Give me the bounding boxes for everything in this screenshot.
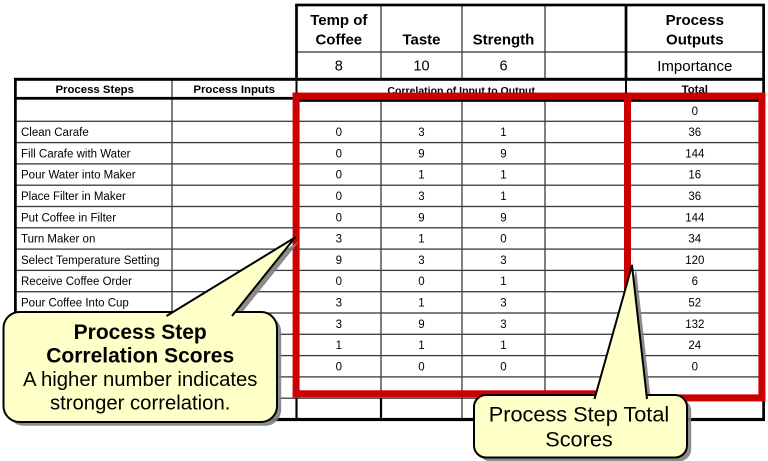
- svg-text:0: 0: [336, 212, 342, 224]
- svg-text:Process Step Total: Process Step Total: [489, 402, 669, 427]
- svg-text:3: 3: [500, 255, 506, 267]
- svg-text:Strength: Strength: [473, 32, 535, 49]
- svg-text:36: 36: [688, 127, 701, 139]
- svg-text:1: 1: [418, 170, 424, 182]
- svg-text:Scores: Scores: [545, 427, 613, 452]
- svg-text:stronger correlation.: stronger correlation.: [50, 393, 230, 415]
- svg-text:1: 1: [500, 127, 506, 139]
- svg-text:Process Inputs: Process Inputs: [193, 84, 275, 96]
- svg-text:Turn Maker on: Turn Maker on: [21, 234, 95, 246]
- svg-text:3: 3: [418, 127, 424, 139]
- svg-text:Pour Coffee Into Cup: Pour Coffee Into Cup: [21, 298, 129, 310]
- svg-text:Importance: Importance: [657, 58, 732, 75]
- svg-text:0: 0: [336, 276, 342, 288]
- svg-text:16: 16: [688, 170, 701, 182]
- svg-text:Process Step: Process Step: [74, 321, 207, 344]
- svg-text:1: 1: [500, 191, 506, 203]
- svg-text:Outputs: Outputs: [666, 32, 724, 49]
- svg-text:Fill Carafe with Water: Fill Carafe with Water: [21, 148, 131, 160]
- svg-text:9: 9: [500, 148, 506, 160]
- svg-text:1: 1: [418, 234, 424, 246]
- svg-text:0: 0: [336, 191, 342, 203]
- svg-text:3: 3: [336, 298, 342, 310]
- svg-text:Select Temperature Setting: Select Temperature Setting: [21, 255, 160, 267]
- svg-text:36: 36: [688, 191, 701, 203]
- svg-text:9: 9: [418, 148, 424, 160]
- svg-text:Correlation Scores: Correlation Scores: [46, 345, 234, 368]
- svg-text:0: 0: [336, 361, 342, 373]
- svg-text:1: 1: [500, 276, 506, 288]
- svg-text:9: 9: [500, 212, 506, 224]
- svg-text:9: 9: [336, 255, 342, 267]
- svg-text:0: 0: [692, 361, 698, 373]
- svg-text:0: 0: [418, 276, 424, 288]
- svg-text:0: 0: [500, 234, 506, 246]
- svg-text:34: 34: [688, 234, 701, 246]
- svg-text:Process: Process: [666, 12, 724, 29]
- svg-text:6: 6: [692, 276, 698, 288]
- svg-text:3: 3: [500, 319, 506, 331]
- svg-text:1: 1: [418, 340, 424, 352]
- svg-text:6: 6: [499, 59, 507, 75]
- svg-text:0: 0: [418, 361, 424, 373]
- svg-text:9: 9: [418, 212, 424, 224]
- svg-text:1: 1: [500, 340, 506, 352]
- svg-text:3: 3: [500, 298, 506, 310]
- svg-text:Receive Coffee Order: Receive Coffee Order: [21, 276, 132, 288]
- svg-text:0: 0: [336, 148, 342, 160]
- svg-text:3: 3: [418, 191, 424, 203]
- svg-text:120: 120: [685, 255, 704, 267]
- svg-text:9: 9: [418, 319, 424, 331]
- svg-text:0: 0: [336, 127, 342, 139]
- svg-text:Clean Carafe: Clean Carafe: [21, 127, 89, 139]
- svg-text:Process Steps: Process Steps: [55, 84, 134, 96]
- svg-text:132: 132: [685, 319, 704, 331]
- svg-text:A higher number indicates: A higher number indicates: [23, 369, 258, 391]
- svg-text:24: 24: [688, 340, 701, 352]
- svg-text:Pour Water into Maker: Pour Water into Maker: [21, 170, 136, 182]
- svg-text:144: 144: [685, 212, 705, 224]
- svg-text:Coffee: Coffee: [315, 32, 362, 49]
- svg-text:Taste: Taste: [402, 32, 440, 49]
- svg-text:52: 52: [688, 298, 701, 310]
- svg-text:8: 8: [335, 59, 343, 75]
- svg-text:3: 3: [336, 319, 342, 331]
- svg-text:0: 0: [336, 170, 342, 182]
- svg-text:3: 3: [336, 234, 342, 246]
- svg-text:3: 3: [418, 255, 424, 267]
- svg-text:144: 144: [685, 148, 705, 160]
- svg-text:Place Filter in Maker: Place Filter in Maker: [21, 191, 126, 203]
- svg-text:1: 1: [500, 170, 506, 182]
- svg-text:10: 10: [413, 59, 429, 75]
- svg-text:1: 1: [418, 298, 424, 310]
- svg-text:0: 0: [500, 361, 506, 373]
- svg-text:Temp of: Temp of: [310, 12, 368, 29]
- svg-text:1: 1: [336, 340, 342, 352]
- svg-text:0: 0: [692, 106, 698, 118]
- svg-text:Put Coffee in Filter: Put Coffee in Filter: [21, 212, 116, 224]
